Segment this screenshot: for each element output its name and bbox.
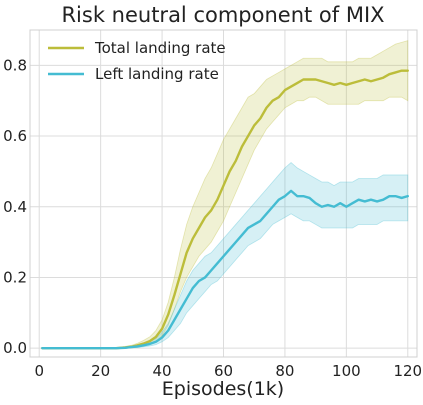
x-tick-label: 120 (393, 362, 422, 380)
series-line-1 (41, 189, 409, 350)
x-tick-label: 60 (214, 362, 233, 380)
plot-frame (29, 29, 418, 358)
x-axis-label: Episodes(1k) (162, 378, 284, 400)
x-tick-label: 20 (91, 362, 110, 380)
legend: Total landing rate Left landing rate (48, 39, 226, 83)
legend-label-total: Total landing rate (94, 39, 226, 57)
legend-label-left: Left landing rate (95, 65, 219, 83)
y-tick-label: 0.4 (3, 198, 27, 216)
x-tick-label: 80 (275, 362, 294, 380)
tick-labels: 0 20 40 60 80 100 120 0.0 0.2 0.4 0.6 0.8 (3, 56, 422, 380)
x-tick-label: 0 (34, 362, 44, 380)
x-tick-label: 40 (153, 362, 172, 380)
y-tick-label: 0.6 (3, 127, 27, 145)
series-lines (41, 69, 409, 350)
x-tick-label: 100 (332, 362, 361, 380)
series-line-0 (41, 69, 409, 350)
y-tick-label: 0.2 (3, 268, 27, 286)
y-tick-label: 0.8 (3, 56, 27, 74)
chart-title: Risk neutral component of MIX (61, 3, 384, 27)
y-tick-label: 0.0 (3, 339, 27, 357)
plot-area (29, 29, 418, 358)
